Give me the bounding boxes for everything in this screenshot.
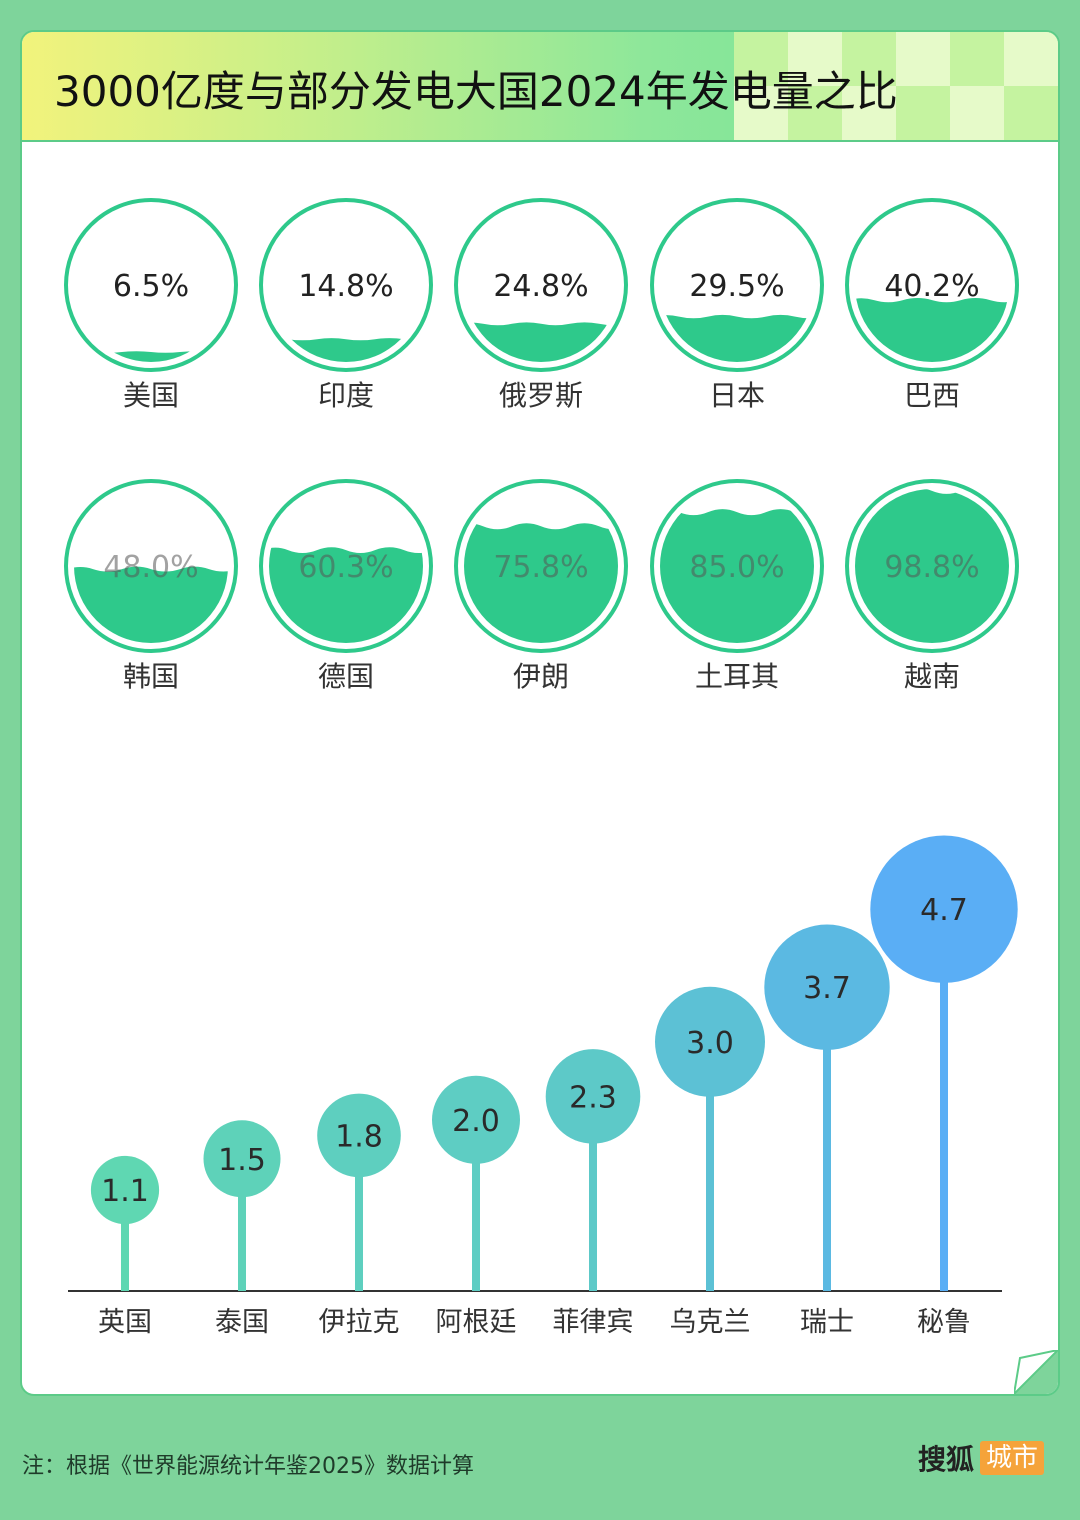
- gauge-value-label: 6.5%: [113, 269, 189, 304]
- checker-pattern: [734, 32, 1058, 140]
- gauge-country-label: 越南: [904, 660, 960, 693]
- lollipop-stem: [706, 1041, 714, 1291]
- gauge-value-label: 85.0%: [689, 550, 784, 585]
- lollipop-7: 4.7 秘鲁: [870, 835, 1018, 1338]
- lollipop-category-label: 伊拉克: [319, 1307, 400, 1338]
- gauge-value-label: 40.2%: [884, 269, 979, 304]
- gauge-ring: [259, 198, 433, 372]
- lollipop-category-label: 秘鲁: [917, 1307, 971, 1338]
- lollipop-stem: [472, 1119, 480, 1291]
- lollipop-bubble: [870, 835, 1018, 983]
- gauge-country-label: 俄罗斯: [499, 379, 583, 412]
- brand-logo: 搜狐 城市: [918, 1440, 1045, 1476]
- lollipop-category-label: 乌克兰: [670, 1307, 751, 1338]
- gauge-8: 85.0% 土耳其: [650, 479, 824, 693]
- lollipop-stem: [823, 987, 831, 1291]
- lollipop-value-label: 3.0: [686, 1026, 734, 1061]
- lollipop-bubble: [764, 924, 890, 1050]
- gauge-water: [269, 547, 423, 643]
- gauge-country-label: 韩国: [123, 660, 179, 693]
- gauge-value-label: 60.3%: [298, 550, 393, 585]
- lollipop-value-label: 4.7: [920, 893, 968, 928]
- lollipop-chart: 1.1 英国 1.5 泰国 1.8 伊拉克 2.0 阿根廷 2.3 菲律宾 3.0 乌克兰 3.7 瑞士 4…: [68, 835, 1018, 1338]
- lollipop-4: 2.3 菲律宾: [545, 1049, 641, 1338]
- gauge-6: 60.3% 德国: [259, 479, 433, 693]
- lollipop-bubble: [90, 1155, 160, 1225]
- gauge-water: [269, 338, 423, 362]
- gauge-3: 29.5% 日本: [650, 198, 824, 412]
- lollipop-value-label: 2.0: [452, 1104, 500, 1139]
- lollipop-bubble: [317, 1093, 401, 1178]
- gauge-country-label: 巴西: [904, 379, 960, 412]
- gauge-1: 14.8% 印度: [259, 198, 433, 412]
- gauge-value-label: 14.8%: [298, 269, 393, 304]
- lollipop-value-label: 1.1: [101, 1174, 149, 1209]
- lollipop-3: 2.0 阿根廷: [432, 1075, 520, 1338]
- lollipop-category-label: 菲律宾: [553, 1307, 634, 1338]
- gauge-ring: [64, 198, 238, 372]
- lollipop-bubble: [203, 1120, 281, 1198]
- lollipop-1: 1.5 泰国: [203, 1120, 281, 1338]
- lollipop-stem: [589, 1096, 597, 1291]
- lollipop-5: 3.0 乌克兰: [655, 986, 765, 1338]
- lollipop-category-label: 泰国: [215, 1307, 269, 1338]
- gauge-water: [855, 489, 1009, 643]
- title-bar: 3000亿度与部分发电大国2024年发电量之比: [22, 32, 1058, 142]
- gauge-2: 24.8% 俄罗斯: [454, 198, 628, 412]
- page-fold-corner: [1014, 1350, 1058, 1394]
- lollipop-value-label: 2.3: [569, 1080, 617, 1115]
- lollipop-stem: [355, 1135, 363, 1291]
- lollipop-6: 3.7 瑞士: [764, 924, 890, 1338]
- lollipop-value-label: 1.5: [218, 1143, 266, 1178]
- lollipop-bubble: [655, 986, 765, 1097]
- lollipop-stem: [940, 909, 948, 1291]
- lollipop-stem: [121, 1190, 129, 1291]
- gauge-9: 98.8% 越南: [845, 479, 1019, 693]
- gauge-country-label: 土耳其: [695, 660, 779, 693]
- lollipop-category-label: 瑞士: [800, 1307, 854, 1338]
- footer-note: 注：根据《世界能源统计年鉴2025》数据计算: [22, 1454, 474, 1479]
- gauge-country-label: 印度: [318, 379, 374, 412]
- gauge-4: 40.2% 巴西: [845, 198, 1019, 412]
- gauge-7: 75.8% 伊朗: [454, 479, 628, 693]
- gauge-0: 6.5% 美国: [64, 198, 238, 412]
- brand-main: 搜狐: [918, 1443, 975, 1476]
- lollipop-bubble: [432, 1075, 520, 1164]
- lollipop-category-label: 阿根廷: [436, 1307, 517, 1338]
- gauge-value-label: 98.8%: [884, 550, 979, 585]
- lollipop-value-label: 3.7: [803, 971, 851, 1006]
- gauge-country-label: 伊朗: [513, 660, 569, 693]
- gauge-grid: 6.5% 美国 14.8% 印度 24.8% 俄罗斯 29.5% 日本 40.2% 巴西 48.0%…: [64, 198, 1019, 693]
- lollipop-bubble: [545, 1049, 641, 1144]
- lollipop-value-label: 1.8: [335, 1119, 383, 1154]
- page-title: 3000亿度与部分发电大国2024年发电量之比: [54, 67, 898, 116]
- gauge-water: [464, 523, 618, 643]
- gauge-water: [660, 509, 814, 643]
- lollipop-stem: [238, 1158, 246, 1291]
- lollipop-category-label: 英国: [98, 1307, 152, 1338]
- gauge-value-label: 29.5%: [689, 269, 784, 304]
- lollipop-2: 1.8 伊拉克: [317, 1093, 401, 1338]
- gauge-country-label: 日本: [709, 379, 765, 412]
- lollipop-0: 1.1 英国: [90, 1155, 160, 1338]
- gauge-value-label: 24.8%: [493, 269, 588, 304]
- brand-sub: 城市: [980, 1441, 1045, 1475]
- gauge-value-label: 48.0%: [103, 550, 198, 585]
- gauge-value-label: 75.8%: [493, 550, 588, 585]
- gauge-5: 48.0% 韩国: [64, 479, 238, 693]
- gauge-country-label: 德国: [318, 660, 374, 693]
- gauge-country-label: 美国: [123, 379, 179, 412]
